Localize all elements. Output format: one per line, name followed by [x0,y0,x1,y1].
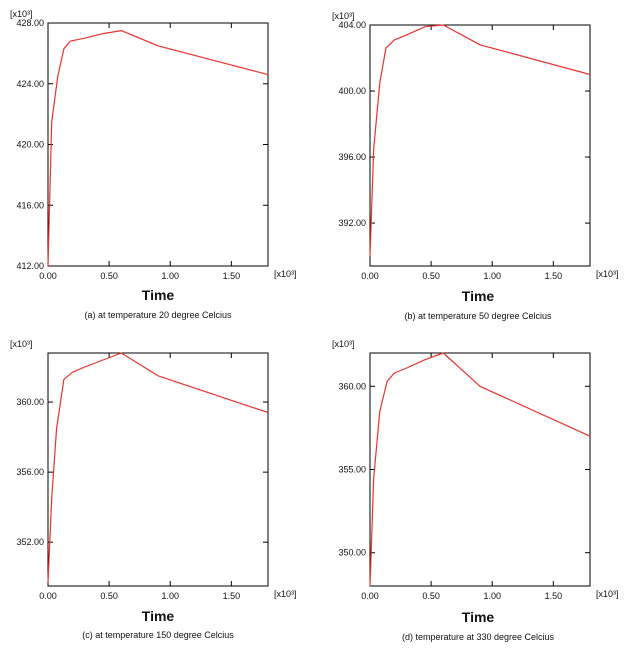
y-tick-label: 428.00 [16,18,44,28]
x-axis-title: Time [462,609,495,625]
x-tick-label: 0.00 [39,591,57,601]
x-tick-label: 0.50 [100,591,118,601]
chart-panel-3: 352.00 356.00 360.00 0.00 0.50 1.00 1.50 [x10³]… [10,339,297,640]
series-line [369,24,591,257]
y-tick-label: 352.00 [16,537,44,547]
series-line [47,352,269,583]
y-multiplier-label: [x10³] [332,339,355,349]
x-multiplier-label: [x10³] [274,269,297,279]
x-multiplier-label: [x10³] [596,589,619,599]
y-tick-label: 420.00 [16,140,44,150]
plot-frame [47,352,269,587]
y-tick-label: 360.00 [16,397,44,407]
x-multiplier-label: [x10³] [596,269,619,279]
y-tick-label: 396.00 [338,152,366,162]
x-tick-label: 0.00 [361,591,379,601]
y-tick-label: 356.00 [16,467,44,477]
x-tick-label: 1.50 [545,271,563,281]
series-line [369,352,591,587]
x-tick-label: 1.50 [545,591,563,601]
x-tick-label: 1.00 [483,271,501,281]
y-multiplier-label: [x10³] [332,11,355,21]
y-multiplier-label: [x10³] [10,339,33,349]
x-tick-label: 1.50 [223,591,241,601]
x-tick-label: 1.50 [223,271,241,281]
x-axis-title: Time [142,608,175,624]
y-tick-label: 416.00 [16,200,44,210]
chart-panel-1: 412.00 416.00 420.00 424.00 428.00 0.00 0.50 1.… [10,9,297,320]
x-axis-title: Time [142,287,175,303]
plot-frame [369,352,591,587]
y-tick-label: 424.00 [16,79,44,89]
x-tick-label: 1.00 [161,591,179,601]
y-tick-label: 392.00 [338,218,366,228]
y-tick-label: 355.00 [338,465,366,475]
x-tick-label: 0.50 [422,271,440,281]
x-tick-label: 0.00 [361,271,379,281]
x-tick-label: 1.00 [161,271,179,281]
plot-frame [369,24,591,267]
x-tick-label: 0.50 [100,271,118,281]
x-tick-label: 0.50 [422,591,440,601]
y-tick-label: 360.00 [338,381,366,391]
chart-caption: (a) at temperature 20 degree Celcius [84,310,232,320]
x-axis-title: Time [462,288,495,304]
x-tick-label: 1.00 [483,591,501,601]
x-tick-label: 0.00 [39,271,57,281]
plot-frame [47,22,269,267]
chart-caption: (d) temperature at 330 degree Celcius [402,632,555,642]
y-tick-label: 404.00 [338,20,366,30]
x-multiplier-label: [x10³] [274,589,297,599]
chart-panel-4: 350.00 355.00 360.00 0.00 0.50 1.00 1.50 [x10³]… [332,339,619,642]
y-tick-label: 350.00 [338,548,366,558]
chart-panel-2: 392.00 396.00 400.00 404.00 0.00 0.50 1.00 1.50… [332,11,619,321]
y-tick-label: 400.00 [338,86,366,96]
chart-caption: (c) at temperature 150 degree Celcius [82,630,234,640]
y-multiplier-label: [x10³] [10,9,33,19]
series-line [47,30,269,267]
chart-caption: (b) at temperature 50 degree Celcius [404,311,552,321]
y-tick-label: 412.00 [16,261,44,271]
